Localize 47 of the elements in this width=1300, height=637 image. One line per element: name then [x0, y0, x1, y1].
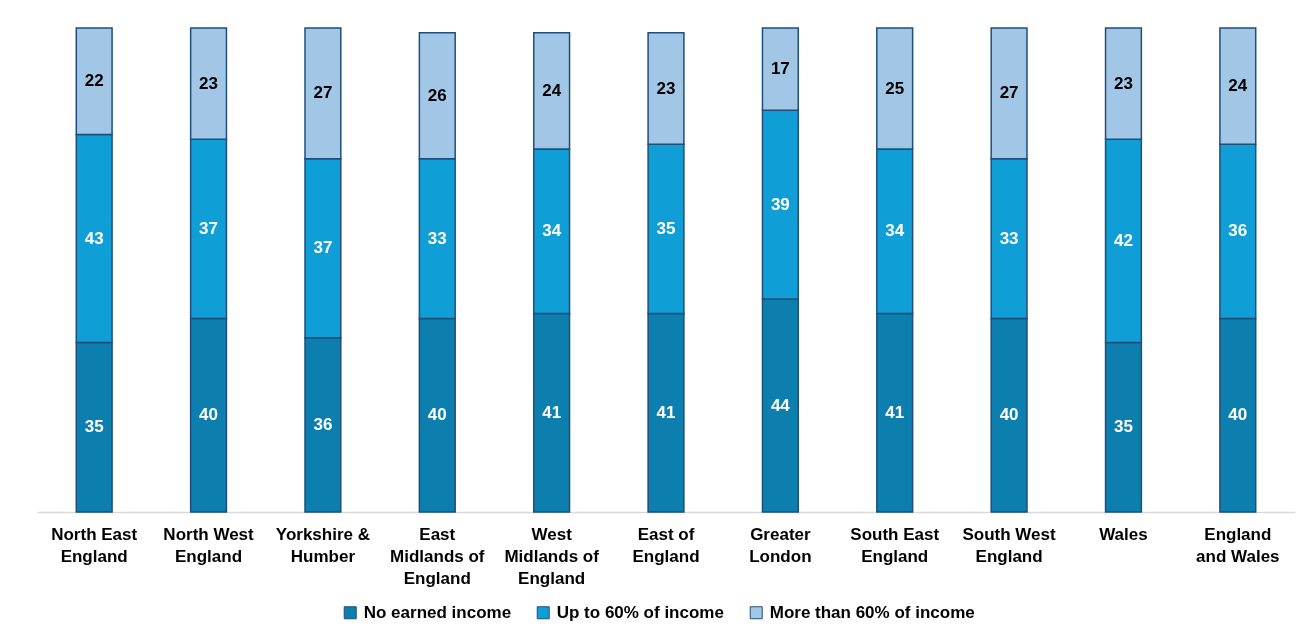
data-label: 23	[1113, 73, 1133, 93]
x-tick-label: East of England	[632, 524, 700, 566]
data-label: 24	[1228, 76, 1248, 96]
data-label: 42	[1113, 230, 1133, 250]
data-label: 40	[427, 405, 447, 425]
data-label: 26	[427, 85, 447, 105]
data-label: 17	[770, 59, 790, 79]
data-label: 36	[1228, 221, 1248, 241]
data-label: 27	[313, 83, 333, 103]
x-tick-label: Greater London	[749, 524, 812, 566]
data-label: 22	[84, 71, 104, 91]
data-label: 40	[1228, 405, 1248, 425]
data-label: 25	[885, 78, 905, 98]
legend-label: Up to 60% of income	[556, 602, 724, 622]
data-label: 33	[427, 228, 447, 248]
x-tick-label: South East England	[850, 524, 940, 566]
data-label: 35	[656, 218, 676, 238]
x-tick-label: Yorkshire & Humber	[275, 524, 370, 566]
data-label: 23	[199, 73, 219, 93]
data-label: 41	[542, 402, 562, 422]
x-tick-label: West Midlands of England	[504, 524, 600, 588]
x-tick-label: East Midlands of England	[390, 524, 485, 588]
data-label: 41	[656, 402, 676, 422]
legend-label: No earned income	[363, 602, 512, 622]
data-label: 24	[542, 80, 562, 100]
x-tick-label: Wales	[1099, 524, 1148, 544]
data-label: 23	[656, 78, 676, 98]
data-label: 35	[84, 417, 104, 437]
data-label: 34	[885, 221, 905, 241]
data-label: 34	[542, 221, 562, 241]
x-tick-label: England and Wales	[1196, 524, 1280, 566]
data-label: 36	[313, 414, 333, 434]
data-label: 41	[885, 402, 905, 422]
data-label: 44	[770, 395, 791, 415]
x-tick-label: North East England	[51, 524, 138, 566]
x-tick-label: North West England	[163, 524, 255, 566]
data-label: 39	[770, 194, 790, 214]
data-label: 37	[313, 238, 333, 258]
data-label: 35	[1113, 417, 1133, 437]
data-label: 27	[999, 83, 1019, 103]
data-label: 43	[84, 228, 104, 248]
data-label: 40	[199, 405, 219, 425]
data-label: 33	[999, 228, 1019, 248]
x-tick-label: South West England	[962, 524, 1057, 566]
data-label: 40	[999, 405, 1019, 425]
legend-label: More than 60% of income	[769, 602, 975, 622]
data-label: 37	[199, 218, 219, 238]
